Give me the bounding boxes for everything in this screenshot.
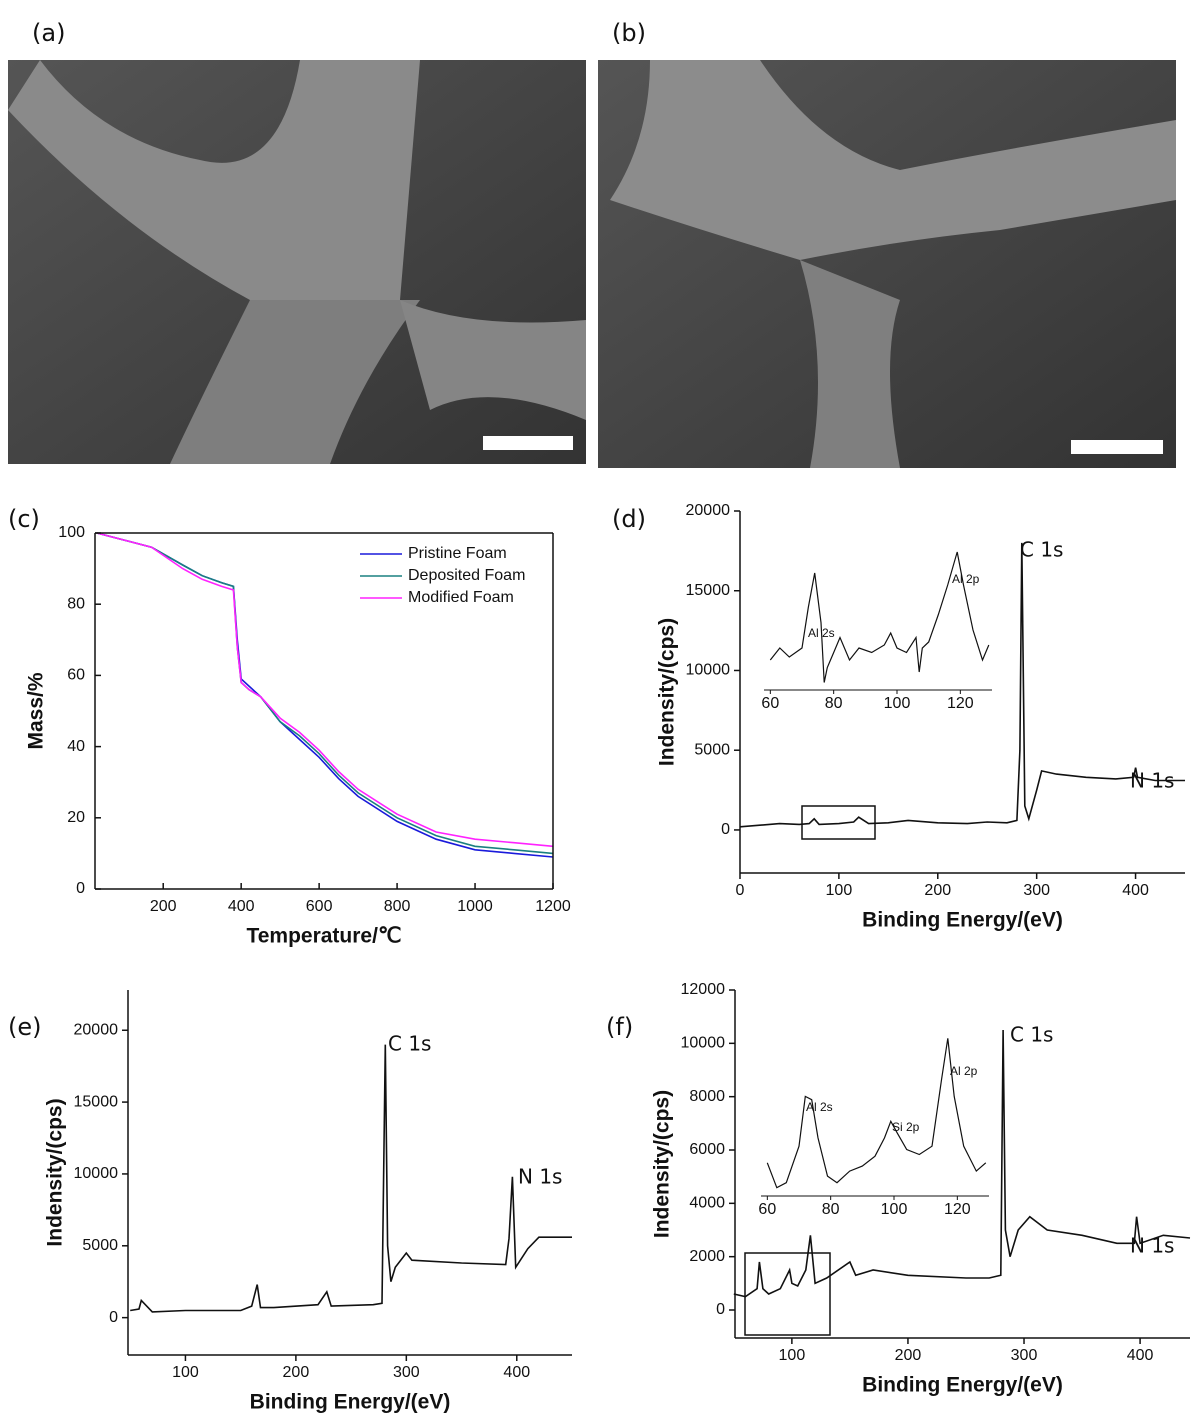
sem-image-a [8,60,586,464]
inset-tick-label: 80 [822,1201,840,1218]
y-tick-label: 4000 [689,1195,725,1212]
x-tick-label: 100 [826,882,853,899]
inset-peak-label: Al 2p [952,572,980,586]
peak-label: C 1s [388,1032,431,1056]
y-tick-label: 10000 [74,1165,119,1182]
x-tick-label: 800 [384,898,411,915]
panel-label: (c) [8,505,40,533]
y-tick-label: 20000 [686,502,731,519]
peak-label: N 1s [518,1165,562,1189]
legend-label: Deposited Foam [408,567,525,584]
x-axis-title: Temperature/℃ [246,925,401,948]
x-tick-label: 400 [228,898,255,915]
y-axis-title: Indensity/(cps) [44,1098,67,1246]
inset-peak-label: Al 2p [950,1064,978,1078]
y-axis-title: Indensity/(cps) [656,618,679,766]
y-tick-label: 20000 [74,1021,119,1038]
x-tick-label: 400 [1127,1347,1154,1364]
x-axis-title: Binding Energy/(eV) [862,909,1063,932]
y-tick-label: 15000 [686,582,731,599]
x-tick-label: 200 [924,882,951,899]
panel-label: (e) [8,1013,42,1041]
y-tick-label: 20 [67,809,85,826]
x-tick-label: 100 [172,1364,199,1381]
legend-label: Modified Foam [408,589,514,606]
inset-peak-label: Al 2s [808,626,835,640]
y-tick-label: 10000 [686,662,731,679]
panel-label: (a) [32,19,65,47]
y-tick-label: 0 [109,1309,118,1326]
y-tick-label: 10000 [681,1035,726,1052]
y-tick-label: 5000 [694,741,730,758]
y-tick-label: 100 [58,524,85,541]
x-tick-label: 300 [1011,1347,1038,1364]
y-tick-label: 8000 [689,1088,725,1105]
x-tick-label: 1000 [457,898,493,915]
inset-tick-label: 100 [884,695,911,712]
data-line [766,1038,987,1189]
y-tick-label: 5000 [82,1237,118,1254]
inset-tick-label: 100 [881,1201,908,1218]
inset-peak-label: Al 2s [806,1100,833,1114]
panel-label: (b) [612,19,646,47]
x-tick-label: 0 [736,882,745,899]
inset-tick-label: 60 [758,1201,776,1218]
y-tick-label: 40 [67,738,85,755]
x-tick-label: 100 [779,1347,806,1364]
data-line [733,1029,1191,1298]
inset-tick-label: 120 [947,695,974,712]
x-tick-label: 200 [150,898,177,915]
x-tick-label: 300 [393,1364,420,1381]
data-line [769,551,990,683]
y-tick-label: 0 [716,1301,725,1318]
zoom-box [801,805,876,840]
y-tick-label: 12000 [681,981,726,998]
inset-tick-label: 120 [944,1201,971,1218]
peak-label: C 1s [1020,538,1063,562]
zoom-box [744,1252,831,1336]
inset-tick-label: 60 [761,695,779,712]
x-tick-label: 400 [503,1364,530,1381]
y-tick-label: 0 [76,880,85,897]
peak-label: C 1s [1010,1023,1053,1047]
data-line [130,1044,572,1313]
y-tick-label: 6000 [689,1141,725,1158]
x-axis-title: Binding Energy/(eV) [250,1391,451,1414]
inset-peak-label: Si 2p [892,1120,920,1134]
x-tick-label: 400 [1122,882,1149,899]
peak-label: N 1s [1130,1234,1174,1258]
y-tick-label: 60 [67,667,85,684]
data-line [96,532,554,848]
y-tick-label: 15000 [74,1093,119,1110]
x-tick-label: 200 [895,1347,922,1364]
y-axis-title: Indensity/(cps) [651,1090,674,1238]
data-line [739,542,1185,828]
peak-label: N 1s [1130,769,1174,793]
legend-label: Pristine Foam [408,545,507,562]
y-tick-label: 80 [67,595,85,612]
x-tick-label: 600 [306,898,333,915]
y-axis-title: Mass/% [25,672,48,749]
x-tick-label: 200 [283,1364,310,1381]
panel-label: (f) [606,1013,633,1041]
sem-image-b [598,60,1176,468]
x-axis-title: Binding Energy/(eV) [862,1374,1063,1397]
x-tick-label: 1200 [535,898,571,915]
inset-tick-label: 80 [825,695,843,712]
y-tick-label: 0 [721,821,730,838]
x-tick-label: 300 [1023,882,1050,899]
y-tick-label: 2000 [689,1248,725,1265]
panel-label: (d) [612,505,646,533]
